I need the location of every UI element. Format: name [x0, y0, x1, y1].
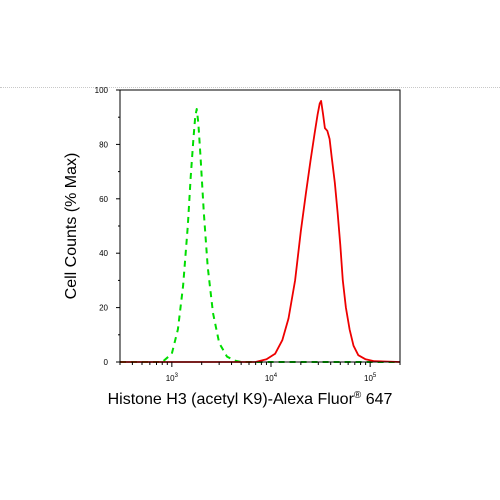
plot-area-frame [119, 89, 401, 363]
x-axis-title-main: Histone H3 (acetyl K9)-Alexa Fluor [108, 391, 355, 408]
x-axis: 103 104 105 [119, 362, 401, 383]
y-tick-label: 20 [99, 304, 108, 313]
frame-divider-line [0, 87, 500, 88]
x-tick-label: 104 [265, 373, 278, 383]
y-axis-title: Cell Counts (% Max) [63, 153, 80, 300]
series-layer [120, 100, 401, 363]
x-tick-label: 105 [364, 373, 377, 383]
series-line-1 [120, 100, 401, 363]
x-axis-title-tail: 647 [361, 391, 392, 408]
series-line-0 [120, 108, 400, 363]
x-axis-title-superscript: ® [354, 390, 362, 401]
y-tick-label: 0 [104, 358, 109, 367]
y-tick-label: 100 [95, 86, 109, 95]
y-axis: 0 20 40 60 80 100 [95, 86, 120, 367]
x-axis-title: Histone H3 (acetyl K9)-Alexa Fluor® 647 [108, 390, 393, 408]
y-tick-label: 80 [99, 140, 108, 149]
y-tick-label: 40 [99, 249, 108, 258]
x-tick-label: 103 [166, 373, 179, 383]
y-tick-label: 60 [99, 195, 108, 204]
